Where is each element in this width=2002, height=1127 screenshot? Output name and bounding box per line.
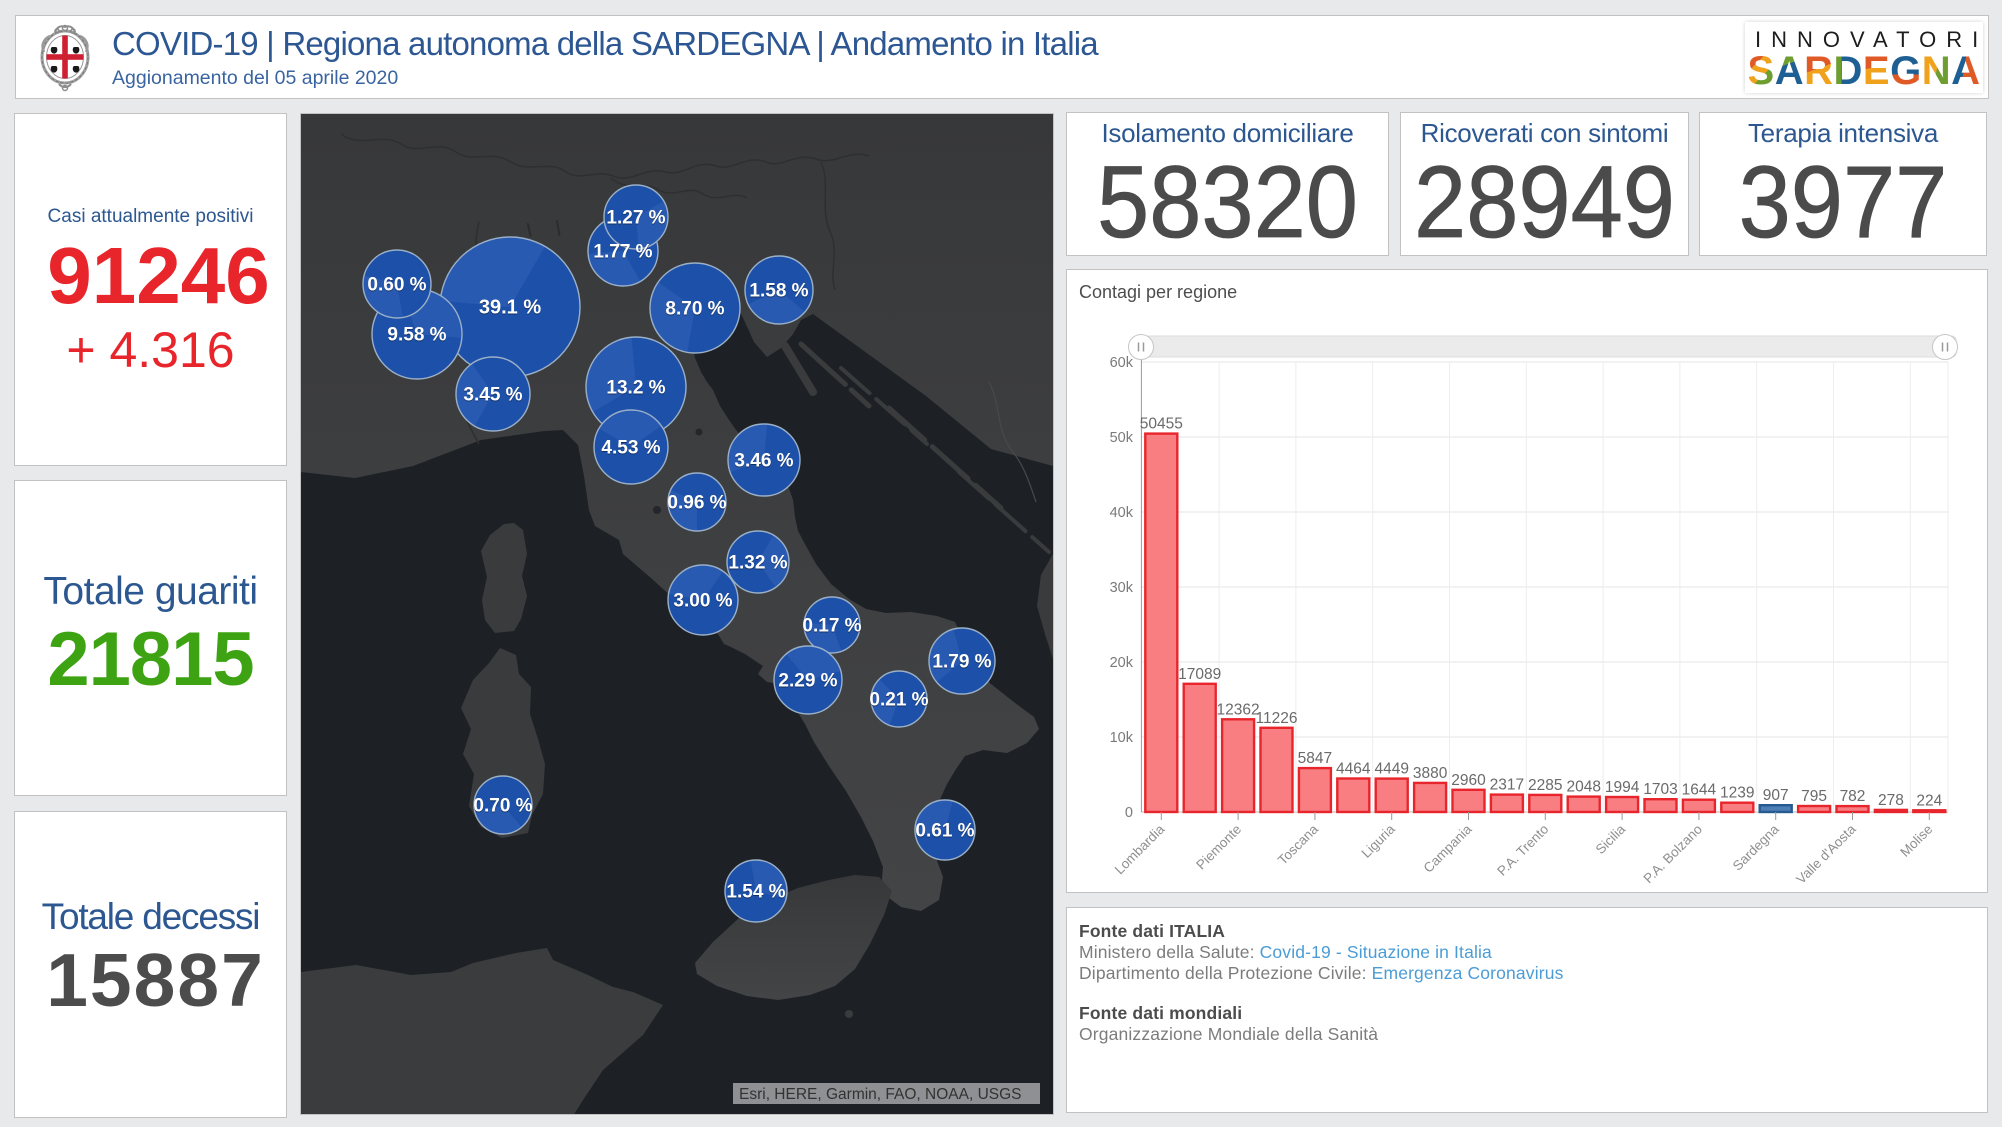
svg-text:Lombardia: Lombardia xyxy=(1112,821,1168,877)
svg-text:1.27 %: 1.27 % xyxy=(606,209,665,230)
svg-text:Toscana: Toscana xyxy=(1275,821,1322,868)
svg-text:2.29 %: 2.29 % xyxy=(778,671,837,692)
svg-text:0.61 %: 0.61 % xyxy=(915,822,974,843)
svg-text:30k: 30k xyxy=(1110,580,1134,596)
svg-text:39.1 %: 39.1 % xyxy=(479,297,541,319)
svg-text:4.53 %: 4.53 % xyxy=(601,439,660,460)
svg-text:13.2 %: 13.2 % xyxy=(606,378,665,399)
svg-text:3880: 3880 xyxy=(1413,765,1448,782)
svg-text:40k: 40k xyxy=(1110,505,1134,521)
svg-text:4.53 %: 4.53 % xyxy=(601,438,660,459)
svg-text:4449: 4449 xyxy=(1374,761,1408,778)
svg-text:795: 795 xyxy=(1801,788,1827,805)
svg-text:8.70 %: 8.70 % xyxy=(665,299,724,320)
svg-text:3.00 %: 3.00 % xyxy=(673,591,732,612)
svg-text:39.1 %: 39.1 % xyxy=(479,298,541,320)
svg-text:3.45 %: 3.45 % xyxy=(463,385,522,406)
svg-text:0.61 %: 0.61 % xyxy=(915,821,974,842)
svg-text:3.45 %: 3.45 % xyxy=(463,386,522,407)
svg-text:2.29 %: 2.29 % xyxy=(778,672,837,693)
svg-text:1.32 %: 1.32 % xyxy=(728,554,787,575)
svg-text:3.46 %: 3.46 % xyxy=(734,451,793,472)
svg-text:3.00 %: 3.00 % xyxy=(673,592,732,613)
svg-text:1.58 %: 1.58 % xyxy=(749,281,808,302)
svg-text:1.54 %: 1.54 % xyxy=(726,883,785,904)
svg-text:50k: 50k xyxy=(1110,430,1134,446)
svg-text:Esri, HERE, Garmin, FAO, NOAA,: Esri, HERE, Garmin, FAO, NOAA, USGS xyxy=(739,1086,1022,1103)
svg-text:17089: 17089 xyxy=(1178,666,1221,683)
svg-text:0.70 %: 0.70 % xyxy=(473,796,532,817)
svg-text:3.46 %: 3.46 % xyxy=(734,452,793,473)
svg-text:1994: 1994 xyxy=(1605,779,1640,796)
svg-text:Sicilia: Sicilia xyxy=(1593,821,1629,857)
svg-text:20k: 20k xyxy=(1110,655,1134,671)
svg-text:0.60 %: 0.60 % xyxy=(367,276,426,297)
svg-text:1.32 %: 1.32 % xyxy=(728,553,787,574)
svg-text:1.54 %: 1.54 % xyxy=(726,882,785,903)
svg-text:0.17 %: 0.17 % xyxy=(802,617,861,638)
svg-text:2048: 2048 xyxy=(1566,779,1600,796)
svg-text:Campania: Campania xyxy=(1420,821,1474,875)
svg-text:12362: 12362 xyxy=(1217,701,1260,718)
svg-text:Molise: Molise xyxy=(1897,822,1935,860)
svg-text:Liguria: Liguria xyxy=(1359,821,1399,861)
svg-text:1.77 %: 1.77 % xyxy=(593,243,652,264)
svg-text:Sardegna: Sardegna xyxy=(1730,821,1782,873)
svg-text:1.79 %: 1.79 % xyxy=(932,652,991,673)
svg-text:1.77 %: 1.77 % xyxy=(593,242,652,263)
svg-text:Valle d'Aosta: Valle d'Aosta xyxy=(1793,821,1859,887)
svg-text:11226: 11226 xyxy=(1256,710,1298,727)
svg-text:0.60 %: 0.60 % xyxy=(367,275,426,296)
svg-text:4464: 4464 xyxy=(1336,761,1371,778)
svg-text:60k: 60k xyxy=(1110,355,1134,371)
svg-text:782: 782 xyxy=(1840,788,1866,805)
svg-text:10k: 10k xyxy=(1110,730,1134,746)
svg-text:1239: 1239 xyxy=(1720,785,1754,802)
svg-text:Piemonte: Piemonte xyxy=(1193,822,1244,873)
svg-text:0: 0 xyxy=(1125,805,1133,821)
svg-text:P.A. Trento: P.A. Trento xyxy=(1494,822,1551,879)
svg-text:224: 224 xyxy=(1916,792,1942,809)
svg-text:5847: 5847 xyxy=(1298,750,1332,767)
svg-text:1644: 1644 xyxy=(1682,782,1717,799)
svg-text:13.2 %: 13.2 % xyxy=(606,379,665,400)
svg-text:278: 278 xyxy=(1878,792,1904,809)
svg-text:0.21 %: 0.21 % xyxy=(869,691,928,712)
svg-text:0.21 %: 0.21 % xyxy=(869,690,928,711)
svg-text:9.58 %: 9.58 % xyxy=(387,325,446,346)
svg-text:9.58 %: 9.58 % xyxy=(387,326,446,347)
svg-text:0.96 %: 0.96 % xyxy=(667,494,726,515)
svg-text:1.27 %: 1.27 % xyxy=(606,208,665,229)
svg-text:0.96 %: 0.96 % xyxy=(667,493,726,514)
svg-text:8.70 %: 8.70 % xyxy=(665,300,724,321)
svg-text:907: 907 xyxy=(1763,787,1789,804)
svg-text:50455: 50455 xyxy=(1140,416,1183,433)
svg-text:1.79 %: 1.79 % xyxy=(932,653,991,674)
svg-text:2285: 2285 xyxy=(1528,777,1562,794)
svg-text:P.A. Bolzano: P.A. Bolzano xyxy=(1640,822,1705,887)
svg-text:2960: 2960 xyxy=(1451,772,1486,789)
svg-text:0.17 %: 0.17 % xyxy=(802,616,861,637)
svg-text:2317: 2317 xyxy=(1490,777,1524,794)
svg-text:0.70 %: 0.70 % xyxy=(473,797,532,818)
svg-text:1.58 %: 1.58 % xyxy=(749,282,808,303)
svg-text:1703: 1703 xyxy=(1643,781,1677,798)
